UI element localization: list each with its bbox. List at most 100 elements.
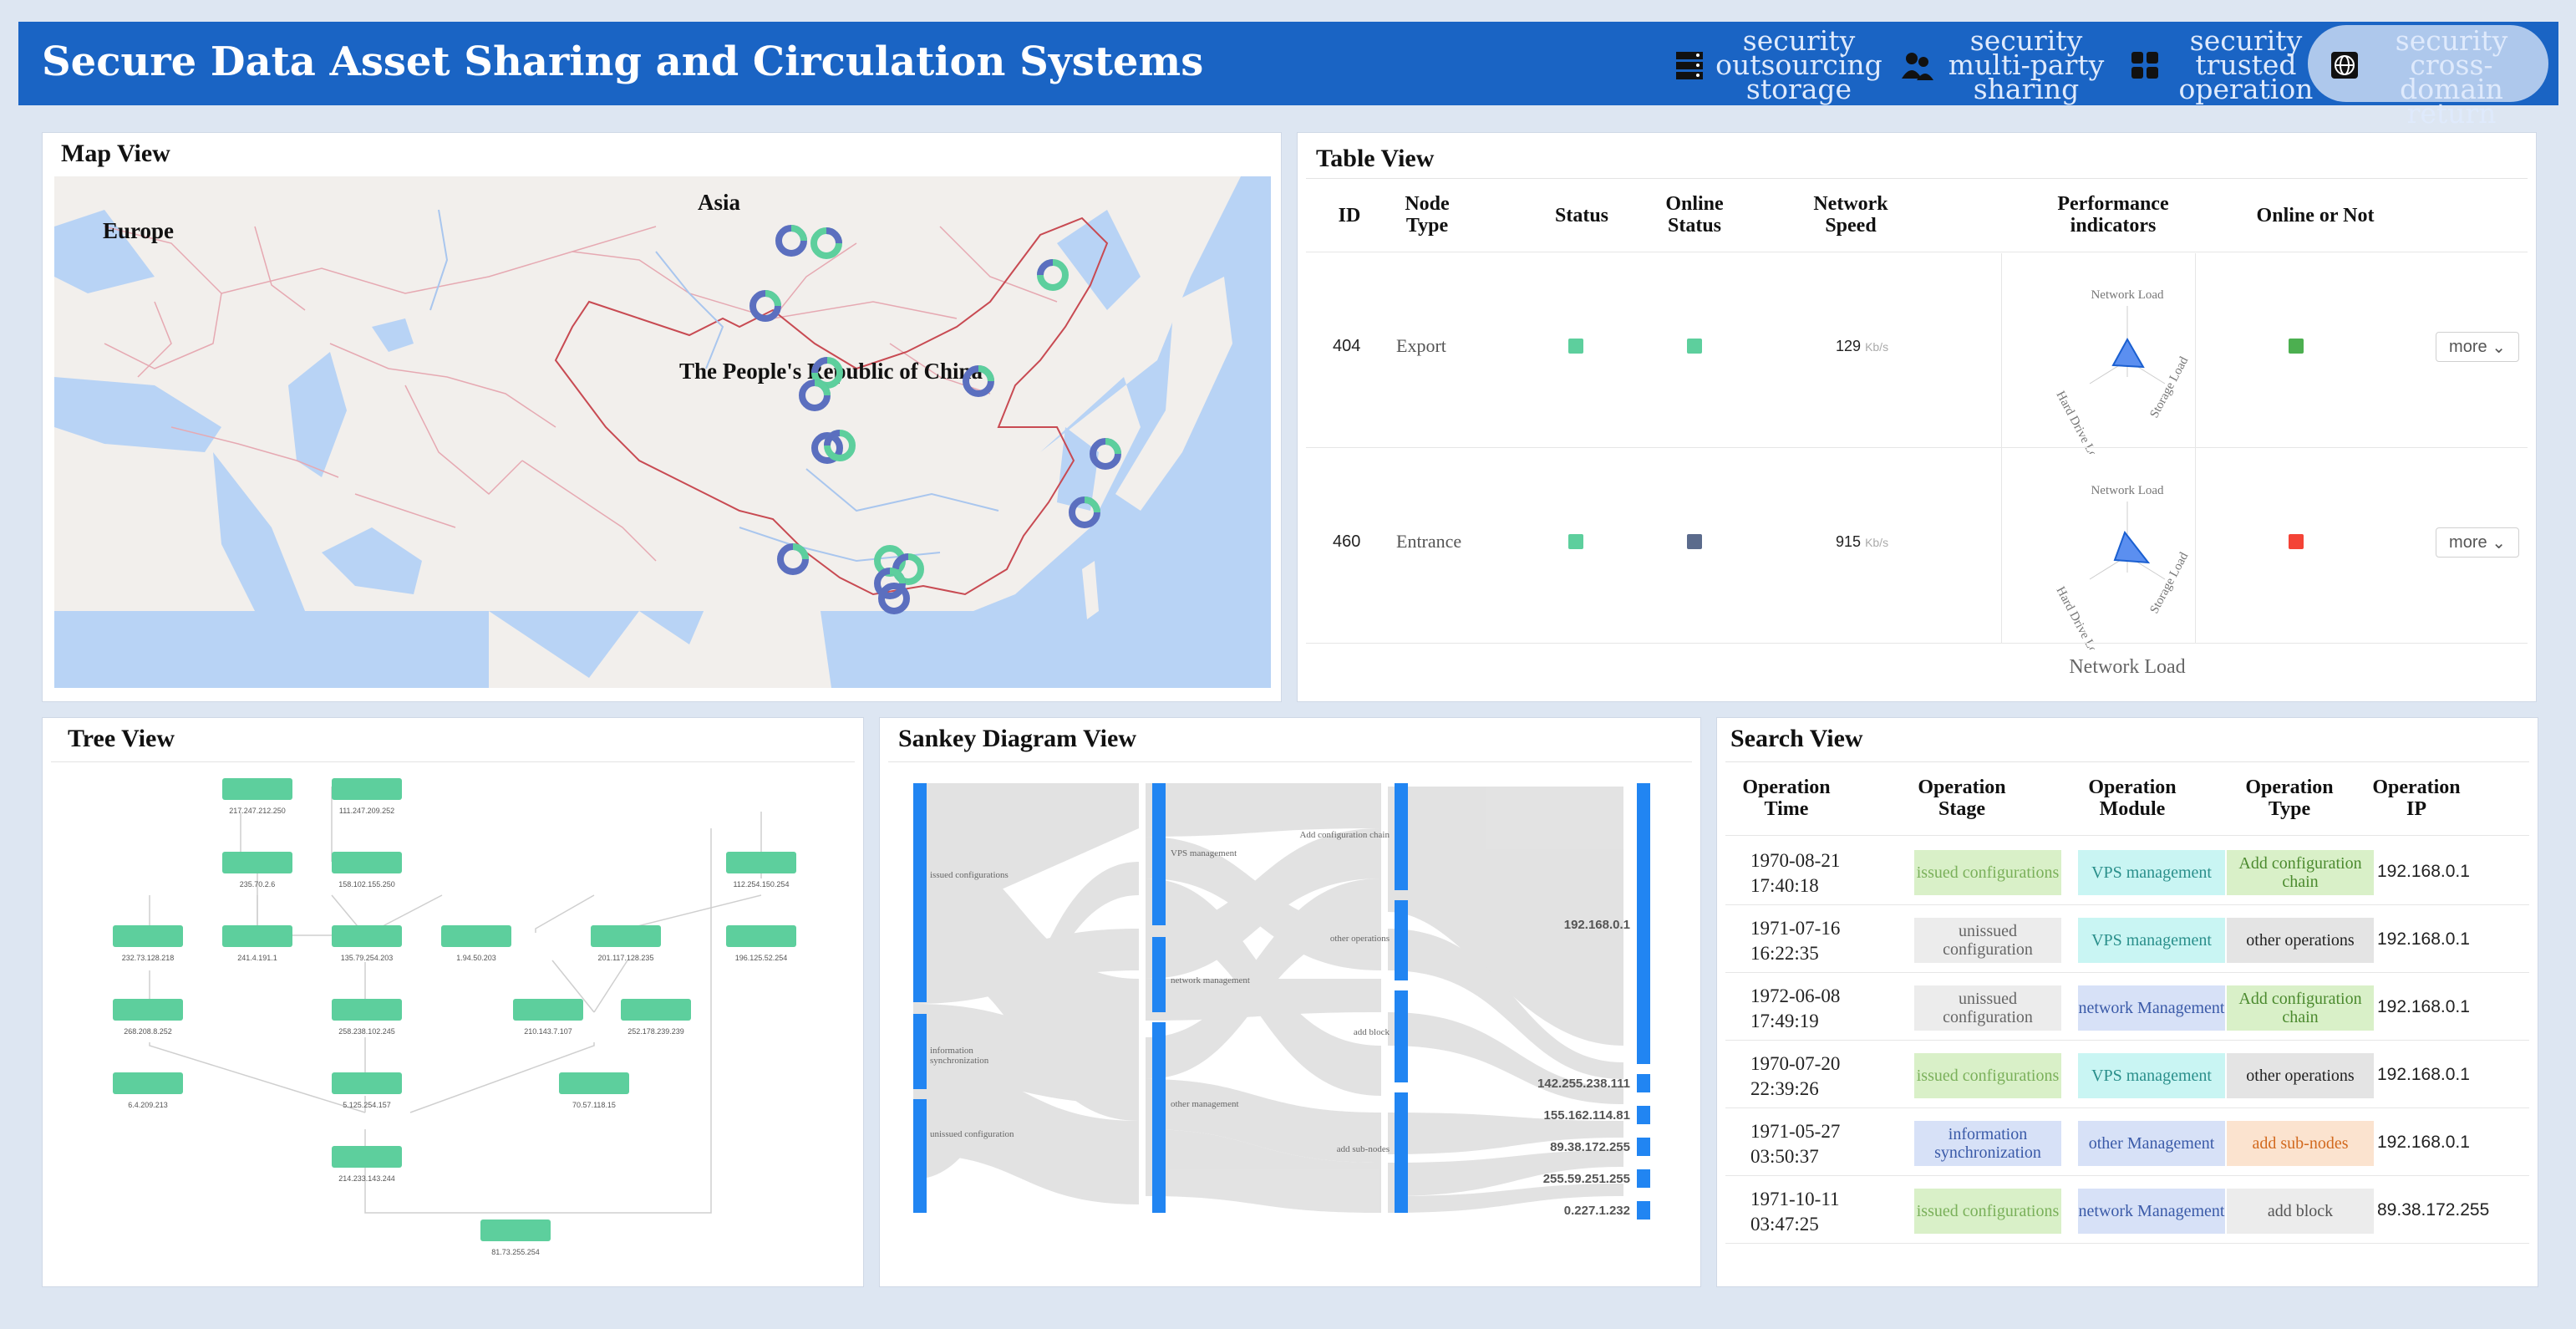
radar-axis-label: Network Load [2091,288,2164,302]
server-icon [1676,52,1703,79]
sankey-labels: issued configurations information synchr… [930,830,1390,1154]
sankey-node-ip [1637,1138,1650,1156]
col-header-performance: Performance indicators [2057,193,2169,237]
nav-label: security multi-party sharing [1948,24,2105,105]
map-view-title: Map View [61,140,170,167]
row-id: 460 [1333,532,1361,551]
asia-label: Asia [698,190,741,215]
sankey-node-stage-sync [913,1014,927,1089]
performance-radar-chart: Network Load Hard Drive Load Storage Loa… [2053,484,2191,649]
online-status-indicator [1687,534,1702,549]
sankey-node-stage-unissued [913,1099,927,1213]
sankey-node-module-vps [1152,783,1166,925]
radar-axis-label: Hard Drive Load [2053,389,2105,454]
china-border [554,216,1109,596]
sankey-node-ip [1637,1106,1650,1124]
sea-shape [1057,210,1141,310]
tree-view-title: Tree View [68,725,175,752]
more-dropdown-button[interactable]: more ⌄ [2436,332,2519,362]
operation-ip: 89.38.172.255 [2377,1200,2490,1220]
col-header-operation-module: Operation Module [2088,777,2177,820]
operation-module-tag: VPS management [2078,918,2225,963]
tree-node [480,1220,551,1241]
operation-time: 1971-10-11 03:47:25 [1750,1189,1840,1235]
operation-type-tag: other operations [2227,1053,2374,1098]
tree-nodes[interactable]: 217.247.212.250 111.247.209.252 235.70.2… [113,778,796,1256]
nav-secure-storage[interactable]: security outsourcing storage [1673,27,1898,103]
nav-trusted-operation[interactable]: security trusted operation [2128,27,2329,103]
chevron-down-icon: ⌄ [2492,338,2506,357]
operation-stage-tag: information synchronization [1914,1121,2061,1166]
people-icon [1902,53,1933,80]
operation-ip: 192.168.0.1 [2377,997,2470,1016]
sankey-type-label: other operations [1329,934,1390,944]
sankey-node-ip [1637,1201,1650,1220]
map-node-marker [824,430,856,461]
sankey-ip-label: 155.162.114.81 [1544,1108,1630,1123]
status-indicator [1568,339,1583,354]
map-canvas[interactable]: Europe Asia The People's Republic of Chi… [54,176,1271,688]
tree-node [222,778,292,800]
sankey-type-label: add sub-nodes [1336,1144,1390,1154]
nav-multi-party-sharing[interactable]: security multi-party sharing [1900,24,2126,105]
tree-node [332,852,402,873]
col-header-online-status: Online Status [1665,193,1724,237]
operation-stage-tag: unissued configuration [1914,985,2061,1031]
map-node-marker [963,365,994,397]
app-title: Secure Data Asset Sharing and Circulatio… [42,38,1204,85]
online-or-not-indicator [2289,534,2304,549]
operation-time: 1971-05-27 03:50:37 [1750,1121,1841,1167]
sankey-type-label: Add configuration chain [1299,830,1390,840]
tree-node [591,925,661,947]
sankey-module-label: network management [1171,975,1250,985]
radar-axis-label: Storage Load [2147,354,2191,420]
sankey-node-ip [1637,1169,1650,1188]
operation-module-tag: network Management [2078,985,2225,1031]
sea-shape [54,377,221,452]
sankey-nodes[interactable] [913,783,1650,1220]
sea-shape [54,210,155,293]
gulf-shape [322,527,422,594]
sankey-chart[interactable]: issued configurations information synchr… [880,761,1700,1286]
operation-stage-tag: issued configurations [1914,1189,2061,1234]
map-node-marker [811,432,843,464]
operation-ip: 192.168.0.1 [2377,929,2470,949]
sankey-ip-label: 89.38.172.255 [1550,1140,1630,1154]
nav-cross-domain-return[interactable]: security cross-domain return [2308,25,2548,127]
map-node-marker [811,357,843,389]
radar-axis-label: Hard Drive Load [2053,584,2105,649]
globe-icon [2331,52,2358,79]
sankey-ip-label: 0.227.1.232 [1564,1204,1630,1218]
operation-ip: 192.168.0.1 [2377,1133,2470,1152]
sankey-module-label: VPS management [1171,848,1237,858]
col-header-operation-time: Operation Time [1742,777,1831,820]
map-node-marker [799,379,831,411]
operation-ip: 192.168.0.1 [2377,1065,2470,1084]
online-or-not-indicator [2289,339,2304,354]
search-view-title: Search View [1730,725,1863,752]
grid-icon [2131,52,2158,79]
tree-node-label: 112.254.150.254 [734,880,790,889]
sankey-node-type-chain [1395,783,1408,890]
tree-node [513,999,583,1021]
status-indicator [1568,534,1583,549]
map-node-marker [1037,259,1069,291]
tree-node [726,925,796,947]
sankey-view-panel: Sankey Diagram View [879,717,1701,1287]
sankey-node-ip [1637,783,1650,1064]
japan-shape [1115,277,1232,511]
sankey-stage-label: unissued configuration [930,1129,1014,1139]
node-markers[interactable] [749,225,1121,614]
sankey-ip-label: 255.59.251.255 [1543,1172,1630,1186]
col-header-network-speed: Network Speed [1813,193,1888,237]
row-network-speed: 129 Kb/s [1836,338,1889,354]
table-view-panel: Table View ID Node Type Status Online St… [1297,132,2537,702]
map-node-marker [1069,496,1100,528]
tree-chart[interactable]: 217.247.212.250 111.247.209.252 235.70.2… [43,761,863,1286]
tree-node-label: 252.178.239.239 [627,1027,684,1036]
country-borders [104,226,1058,562]
map-view-panel: Map View [42,132,1282,702]
map-node-marker [878,583,910,614]
more-dropdown-button[interactable]: more ⌄ [2436,527,2519,558]
taiwan-shape [1082,561,1099,619]
